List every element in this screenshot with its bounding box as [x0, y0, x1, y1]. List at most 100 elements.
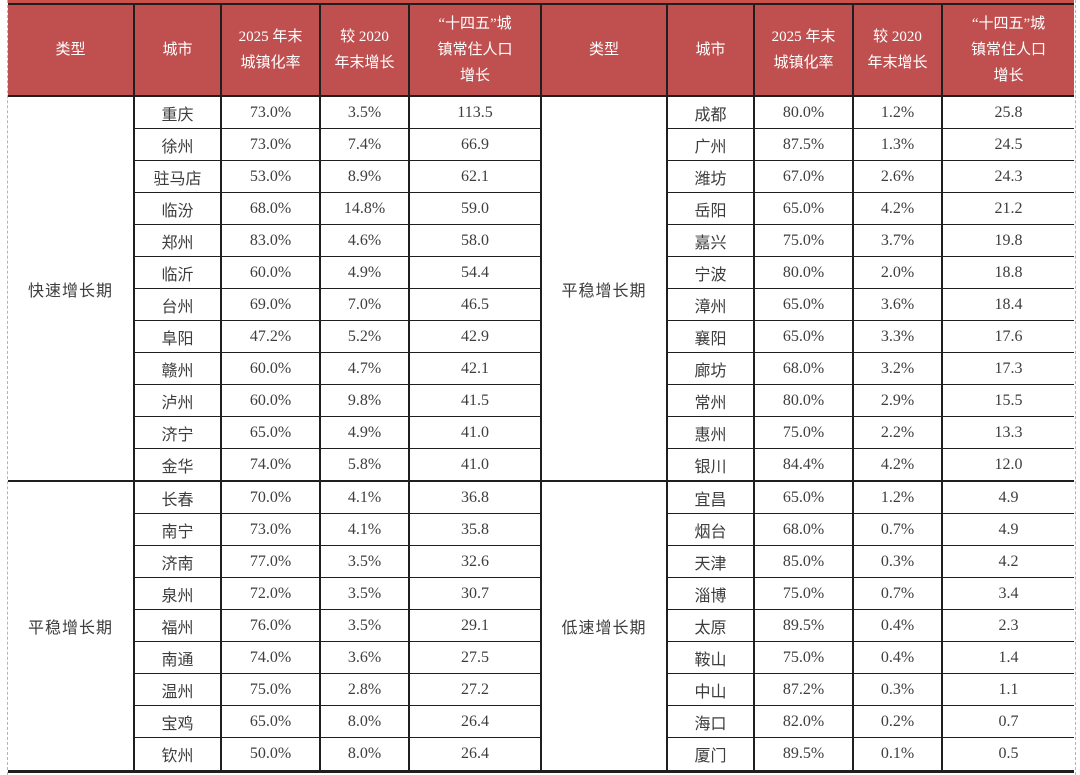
- value-cell: 75.0%: [220, 673, 321, 707]
- city-cell: 济宁: [134, 416, 222, 450]
- value-cell: 82.0%: [753, 705, 854, 739]
- table-body: 快速增长期 重庆 73.0% 3.5% 113.5 平稳增长期 成都 80.0% 1.2% 25.…: [8, 95, 1074, 773]
- city-cell: 驻马店: [134, 160, 222, 194]
- page-margin-line-left: [7, 0, 8, 775]
- value-cell: 76.0%: [220, 609, 321, 643]
- value-cell: 15.5: [941, 384, 1074, 418]
- city-cell: 福州: [134, 609, 222, 643]
- value-cell: 4.9%: [319, 256, 410, 290]
- city-cell: 赣州: [134, 352, 222, 386]
- city-cell: 宁波: [666, 256, 755, 290]
- city-cell: 淄博: [666, 577, 755, 611]
- table-row: 临沂 60.0% 4.9% 54.4 宁波 80.0% 2.0% 18.8: [8, 256, 1074, 290]
- value-cell: 0.3%: [852, 673, 943, 707]
- city-cell: 廊坊: [666, 352, 755, 386]
- city-cell: 漳州: [666, 288, 755, 322]
- category-cell: 平稳增长期: [540, 95, 668, 482]
- value-cell: 65.0%: [753, 288, 854, 322]
- table-row: 驻马店 53.0% 8.9% 62.1 潍坊 67.0% 2.6% 24.3: [8, 160, 1074, 194]
- value-cell: 0.5: [941, 737, 1074, 772]
- city-cell: 临沂: [134, 256, 222, 290]
- value-cell: 8.9%: [319, 160, 410, 194]
- city-cell: 阜阳: [134, 320, 222, 354]
- value-cell: 41.5: [408, 384, 542, 418]
- value-cell: 75.0%: [753, 224, 854, 258]
- value-cell: 0.7%: [852, 513, 943, 547]
- value-cell: 17.3: [941, 352, 1074, 386]
- value-cell: 75.0%: [753, 577, 854, 611]
- table-row: 宝鸡 65.0% 8.0% 26.4 海口 82.0% 0.2% 0.7: [8, 705, 1074, 739]
- value-cell: 60.0%: [220, 256, 321, 290]
- header-growth-left: 较 2020 年末增长: [319, 4, 410, 97]
- value-cell: 7.0%: [319, 288, 410, 322]
- value-cell: 4.9: [941, 513, 1074, 547]
- value-cell: 2.8%: [319, 673, 410, 707]
- value-cell: 12.0: [941, 448, 1074, 482]
- category-cell: 低速增长期: [540, 480, 668, 773]
- value-cell: 80.0%: [753, 95, 854, 130]
- city-cell: 岳阳: [666, 192, 755, 226]
- value-cell: 3.7%: [852, 224, 943, 258]
- value-cell: 32.6: [408, 545, 542, 579]
- value-cell: 1.2%: [852, 480, 943, 515]
- value-cell: 2.2%: [852, 416, 943, 450]
- value-cell: 70.0%: [220, 480, 321, 515]
- value-cell: 53.0%: [220, 160, 321, 194]
- value-cell: 30.7: [408, 577, 542, 611]
- city-cell: 济南: [134, 545, 222, 579]
- value-cell: 3.5%: [319, 545, 410, 579]
- category-cell: 快速增长期: [8, 95, 135, 482]
- value-cell: 4.7%: [319, 352, 410, 386]
- table-row: 温州 75.0% 2.8% 27.2 中山 87.2% 0.3% 1.1: [8, 673, 1074, 707]
- value-cell: 24.5: [941, 128, 1074, 162]
- value-cell: 54.4: [408, 256, 542, 290]
- value-cell: 14.8%: [319, 192, 410, 226]
- city-cell: 厦门: [666, 737, 755, 772]
- value-cell: 25.8: [941, 95, 1074, 130]
- value-cell: 2.6%: [852, 160, 943, 194]
- value-cell: 24.3: [941, 160, 1074, 194]
- value-cell: 3.4: [941, 577, 1074, 611]
- city-cell: 鞍山: [666, 641, 755, 675]
- table-row: 阜阳 47.2% 5.2% 42.9 襄阳 65.0% 3.3% 17.6: [8, 320, 1074, 354]
- value-cell: 83.0%: [220, 224, 321, 258]
- value-cell: 3.6%: [319, 641, 410, 675]
- city-cell: 惠州: [666, 416, 755, 450]
- value-cell: 2.0%: [852, 256, 943, 290]
- value-cell: 66.9: [408, 128, 542, 162]
- value-cell: 113.5: [408, 95, 542, 130]
- value-cell: 68.0%: [753, 513, 854, 547]
- table-row: 济宁 65.0% 4.9% 41.0 惠州 75.0% 2.2% 13.3: [8, 416, 1074, 450]
- header-pop-left: “十四五”城 镇常住人口 增长: [408, 4, 542, 97]
- page-margin-line-right: [1075, 0, 1076, 775]
- value-cell: 0.1%: [852, 737, 943, 772]
- value-cell: 27.2: [408, 673, 542, 707]
- value-cell: 27.5: [408, 641, 542, 675]
- table-row: 快速增长期 重庆 73.0% 3.5% 113.5 平稳增长期 成都 80.0% 1.2% 25.…: [8, 95, 1074, 482]
- value-cell: 73.0%: [220, 95, 321, 130]
- value-cell: 74.0%: [220, 448, 321, 482]
- table-row: 福州 76.0% 3.5% 29.1 太原 89.5% 0.4% 2.3: [8, 609, 1074, 643]
- value-cell: 41.0: [408, 448, 542, 482]
- value-cell: 0.7%: [852, 577, 943, 611]
- value-cell: 67.0%: [753, 160, 854, 194]
- value-cell: 69.0%: [220, 288, 321, 322]
- value-cell: 4.6%: [319, 224, 410, 258]
- table-header-row: 类型 城市 2025 年末 城镇化率 较 2020 年末增长 “十四五”城 镇常…: [8, 4, 1074, 97]
- value-cell: 2.9%: [852, 384, 943, 418]
- value-cell: 42.1: [408, 352, 542, 386]
- value-cell: 1.2%: [852, 95, 943, 130]
- city-cell: 长春: [133, 480, 222, 515]
- table-row: 平稳增长期 长春 70.0% 4.1% 36.8 低速增长期 宜昌 65.0% 1.2% 4.9: [8, 480, 1074, 773]
- city-cell: 广州: [666, 128, 755, 162]
- table-row: 台州 69.0% 7.0% 46.5 漳州 65.0% 3.6% 18.4: [8, 288, 1074, 322]
- table-top-accent-bar: [8, 0, 1074, 3]
- city-cell: 钦州: [134, 737, 222, 772]
- value-cell: 47.2%: [220, 320, 321, 354]
- value-cell: 5.2%: [319, 320, 410, 354]
- value-cell: 35.8: [408, 513, 542, 547]
- value-cell: 80.0%: [753, 256, 854, 290]
- value-cell: 59.0: [408, 192, 542, 226]
- value-cell: 26.4: [408, 737, 542, 772]
